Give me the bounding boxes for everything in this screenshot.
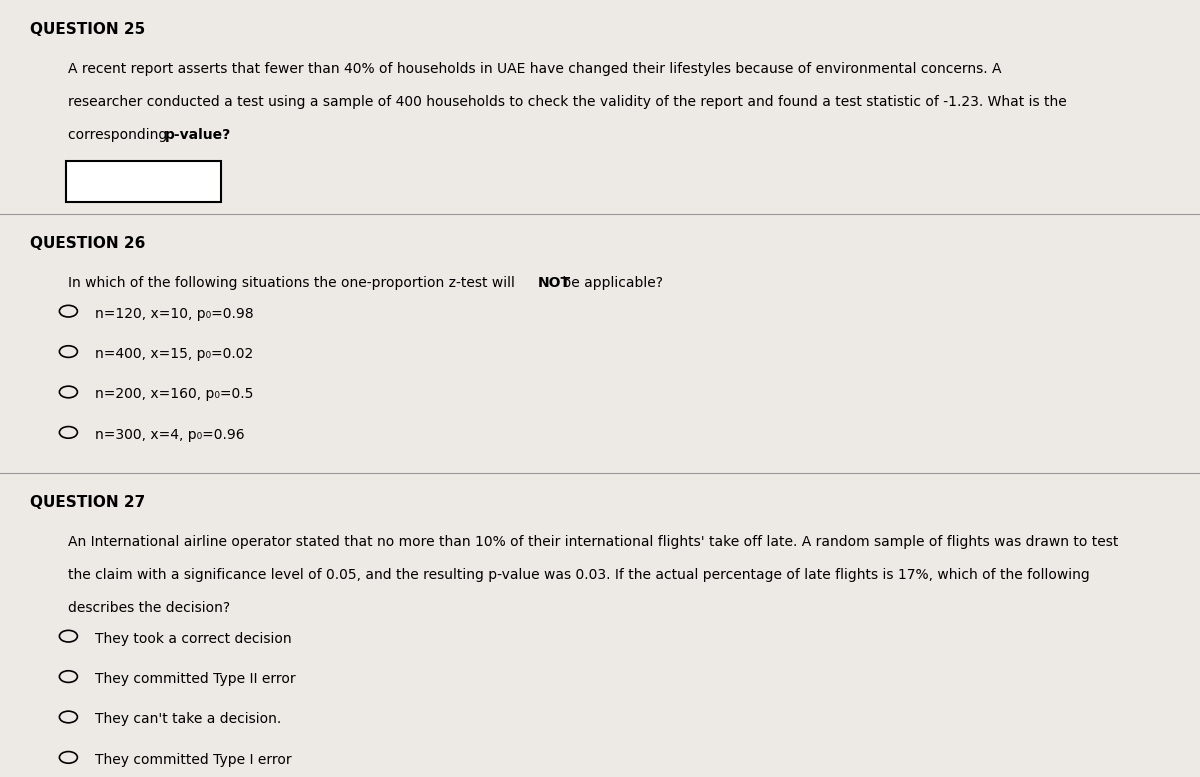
Text: An International airline operator stated that no more than 10% of their internat: An International airline operator stated… [68,535,1118,549]
Text: corresponding: corresponding [68,128,172,142]
Text: p-value?: p-value? [166,128,232,142]
Text: NOT: NOT [538,276,571,290]
Text: A recent report asserts that fewer than 40% of households in UAE have changed th: A recent report asserts that fewer than … [68,62,1002,76]
Text: n=300, x=4, p₀=0.96: n=300, x=4, p₀=0.96 [95,427,245,441]
Text: They can't take a decision.: They can't take a decision. [95,713,281,726]
Text: They committed Type I error: They committed Type I error [95,753,292,767]
Text: be applicable?: be applicable? [558,276,664,290]
Text: They committed Type II error: They committed Type II error [95,672,295,686]
Text: QUESTION 27: QUESTION 27 [30,494,145,510]
Text: n=120, x=10, p₀=0.98: n=120, x=10, p₀=0.98 [95,306,253,320]
Text: the claim with a significance level of 0.05, and the resulting p-value was 0.03.: the claim with a significance level of 0… [68,568,1090,582]
Text: QUESTION 25: QUESTION 25 [30,22,145,37]
Text: In which of the following situations the one-proportion z-test will: In which of the following situations the… [68,276,520,290]
Text: QUESTION 26: QUESTION 26 [30,235,145,251]
Text: researcher conducted a test using a sample of 400 households to check the validi: researcher conducted a test using a samp… [68,96,1067,110]
Text: They took a correct decision: They took a correct decision [95,632,292,646]
Text: n=200, x=160, p₀=0.5: n=200, x=160, p₀=0.5 [95,387,253,401]
Text: n=400, x=15, p₀=0.02: n=400, x=15, p₀=0.02 [95,347,253,361]
Text: describes the decision?: describes the decision? [68,601,230,615]
FancyBboxPatch shape [66,161,221,201]
